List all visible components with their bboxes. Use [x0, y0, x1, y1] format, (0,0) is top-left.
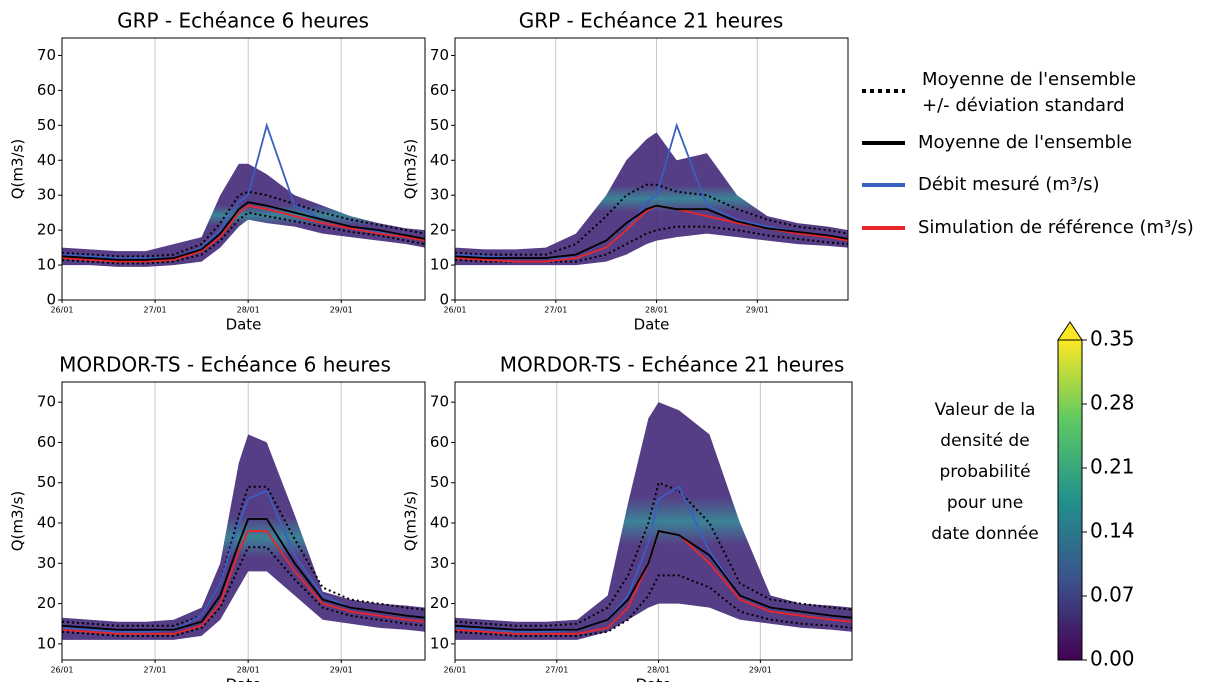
x-tick-label: 27/01: [144, 306, 167, 315]
legend-label: Moyenne de l'ensemble: [922, 69, 1136, 90]
chart-title: GRP - Echéance 6 heures: [117, 9, 369, 33]
colorbar-label: densité de: [940, 431, 1029, 451]
x-tick-label: 29/01: [330, 666, 353, 675]
colorbar-tick-label: 0.00: [1090, 647, 1135, 671]
legend-label: Simulation de référence (m³/s): [918, 217, 1194, 238]
x-tick-label: 28/01: [647, 666, 670, 675]
y-axis-label: Q(m3/s): [402, 491, 420, 552]
chart-title: MORDOR-TS - Echéance 21 heures: [500, 353, 845, 377]
y-tick-label: 50: [430, 116, 449, 134]
y-tick-label: 20: [37, 594, 56, 612]
colorbar-tick-label: 0.07: [1090, 583, 1135, 607]
y-tick-label: 70: [37, 393, 56, 411]
y-tick-label: 10: [430, 256, 449, 274]
y-tick-label: 30: [430, 554, 449, 572]
x-tick-label: 26/01: [50, 306, 73, 315]
y-tick-label: 50: [430, 473, 449, 491]
series-line: [61, 530, 426, 635]
y-tick-label: 10: [37, 634, 56, 652]
series-line: [454, 574, 853, 637]
y-tick-label: 60: [37, 433, 56, 451]
y-tick-label: 60: [430, 81, 449, 99]
chart-title: GRP - Echéance 21 heures: [519, 9, 784, 33]
series-line: [454, 204, 849, 259]
y-tick-label: 40: [37, 514, 56, 532]
series-line: [454, 183, 849, 256]
axes-frame: [454, 381, 853, 661]
legend-label: Moyenne de l'ensemble: [918, 132, 1132, 153]
series-line: [454, 481, 853, 627]
chart-title: MORDOR-TS - Echéance 6 heures: [59, 353, 391, 377]
colorbar-tick-label: 0.14: [1090, 519, 1135, 543]
series-line: [454, 530, 853, 631]
colorbar-tick-label: 0.28: [1090, 391, 1135, 415]
y-tick-label: 20: [430, 221, 449, 239]
x-tick-label: 28/01: [645, 306, 668, 315]
y-tick-label: 40: [37, 151, 56, 169]
density-band: [62, 163, 425, 267]
y-tick-label: 70: [430, 46, 449, 64]
legend-label: +/- déviation standard: [922, 95, 1125, 116]
y-tick-label: 10: [37, 256, 56, 274]
axes-frame: [61, 37, 426, 301]
axes-frame: [454, 37, 849, 301]
colorbar-tick-label: 0.21: [1090, 455, 1135, 479]
y-tick-label: 50: [37, 116, 56, 134]
y-tick-label: 30: [430, 186, 449, 204]
x-axis-label: Date: [226, 676, 262, 682]
colorbar-label: Valeur de la: [935, 400, 1036, 420]
y-tick-label: 30: [37, 186, 56, 204]
y-axis-label: Q(m3/s): [402, 139, 420, 200]
y-tick-label: 60: [430, 433, 449, 451]
y-axis-label: Q(m3/s): [9, 491, 27, 552]
series-line: [61, 211, 426, 265]
y-tick-label: 70: [37, 46, 56, 64]
x-axis-label: Date: [634, 316, 670, 334]
colorbar-extend: [1057, 321, 1083, 341]
y-tick-label: 30: [37, 554, 56, 572]
x-tick-label: 27/01: [144, 666, 167, 675]
x-axis-label: Date: [636, 676, 672, 682]
y-tick-label: 40: [430, 151, 449, 169]
x-axis-label: Date: [226, 316, 262, 334]
y-tick-label: 20: [430, 594, 449, 612]
y-tick-label: 70: [430, 393, 449, 411]
colorbar: [1057, 339, 1083, 661]
legend-label: Débit mesuré (m³/s): [918, 174, 1100, 195]
series-line: [61, 201, 426, 261]
x-tick-label: 26/01: [443, 306, 466, 315]
x-tick-label: 29/01: [746, 306, 769, 315]
x-tick-label: 29/01: [330, 306, 353, 315]
colorbar-label: date donnée: [931, 524, 1038, 544]
y-tick-label: 60: [37, 81, 56, 99]
series-line: [61, 204, 426, 263]
axes-frame: [61, 381, 426, 661]
colorbar-label: probabilité: [939, 462, 1030, 482]
y-tick-label: 0: [46, 291, 56, 309]
y-tick-label: 40: [430, 514, 449, 532]
y-tick-label: 20: [37, 221, 56, 239]
y-tick-label: 10: [430, 634, 449, 652]
x-tick-label: 27/01: [545, 666, 568, 675]
x-tick-label: 29/01: [749, 666, 772, 675]
y-tick-label: 50: [37, 473, 56, 491]
y-axis-label: Q(m3/s): [9, 139, 27, 200]
colorbar-tick-label: 0.35: [1090, 327, 1135, 351]
colorbar-label: pour une: [947, 493, 1023, 513]
x-tick-label: 27/01: [544, 306, 567, 315]
x-tick-label: 26/01: [443, 666, 466, 675]
density-band: [62, 434, 425, 640]
x-tick-label: 28/01: [237, 666, 260, 675]
x-tick-label: 26/01: [50, 666, 73, 675]
x-tick-label: 28/01: [237, 306, 260, 315]
series-line: [61, 518, 426, 631]
y-tick-label: 0: [439, 291, 449, 309]
